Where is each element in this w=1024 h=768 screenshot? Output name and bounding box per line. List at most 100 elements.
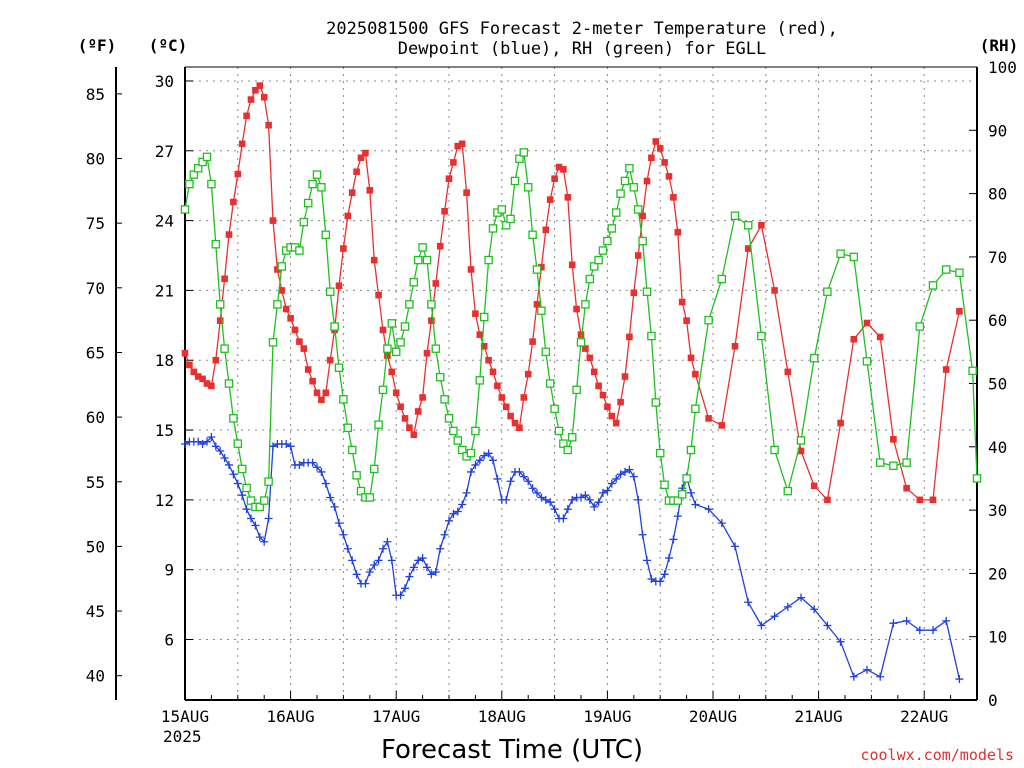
- dewpoint-point: [849, 672, 858, 681]
- dewpoint-point: [660, 570, 669, 579]
- celsius-tick-label: 9: [164, 561, 174, 580]
- rh-point: [537, 306, 546, 315]
- temperature-point: [784, 368, 792, 376]
- rh-tick-label: 40: [988, 438, 1007, 457]
- rh-point: [545, 379, 555, 388]
- temperature-point: [573, 305, 580, 313]
- temperature-point: [392, 389, 400, 397]
- celsius-tick-label: 21: [155, 281, 174, 300]
- temperature-point: [335, 282, 343, 290]
- dewpoint-point: [625, 465, 634, 474]
- rh-point: [347, 445, 357, 455]
- rh-point: [242, 483, 251, 493]
- rh-point: [972, 474, 982, 483]
- temperature-point: [674, 228, 682, 236]
- temperature-point: [480, 342, 488, 350]
- temperature-point: [278, 287, 286, 294]
- temperature-point: [357, 154, 365, 162]
- rh-point: [312, 170, 322, 179]
- celsius-tick-label: 18: [155, 351, 174, 370]
- rh-point: [673, 496, 683, 505]
- temperature-point: [225, 231, 233, 238]
- rh-point: [418, 243, 427, 252]
- temperature-point: [414, 408, 422, 415]
- rh-point: [405, 300, 414, 309]
- dewpoint-point: [603, 486, 612, 495]
- temperature-point: [190, 368, 198, 376]
- rh-point: [343, 423, 353, 433]
- dewpoint-point: [427, 570, 436, 579]
- dewpoint-point: [656, 577, 665, 586]
- temperature-point: [656, 145, 664, 152]
- temperature-point: [617, 398, 624, 406]
- dewpoint-point: [691, 500, 700, 509]
- rh-point: [532, 265, 542, 274]
- temperature-point: [287, 315, 294, 322]
- temperature-point: [428, 317, 435, 324]
- fahrenheit-tick-label: 65: [86, 343, 105, 362]
- temperature-point: [890, 436, 897, 443]
- temperature-point: [560, 166, 567, 173]
- rh-point: [224, 379, 234, 388]
- temperature-point: [643, 177, 651, 185]
- dewpoint-point: [955, 675, 964, 684]
- rh-point: [559, 439, 568, 448]
- dewpoint-point: [577, 493, 585, 502]
- temperature-point: [876, 333, 884, 341]
- temperature-point: [243, 112, 250, 120]
- chart-title-line-1: 2025081500 GFS Forecast 2-meter Temperat…: [326, 19, 838, 39]
- temperature-point: [718, 422, 726, 429]
- temperature-point: [546, 196, 554, 203]
- rh-point: [383, 344, 392, 353]
- dewpoint-point: [484, 449, 493, 458]
- rh-tick-label: 70: [988, 248, 1007, 267]
- temperature-point: [648, 154, 655, 162]
- temperature-point: [348, 189, 356, 196]
- rh-line: [184, 150, 978, 508]
- dewpoint-point: [401, 584, 409, 593]
- temperature-point: [502, 403, 510, 411]
- dewpoint-point: [502, 495, 511, 504]
- rh-point: [229, 414, 238, 423]
- rh-point: [202, 152, 212, 162]
- dewpoint-point: [335, 519, 343, 528]
- rh-point: [554, 426, 564, 436]
- temperature-point: [463, 189, 470, 196]
- dewpoint-point: [902, 616, 911, 625]
- temperature-point: [582, 345, 589, 352]
- rh-point: [572, 385, 581, 395]
- chart-title-line-2: Dewpoint (blue), RH (green) for EGLL: [398, 39, 766, 59]
- rh-point: [400, 322, 410, 331]
- temperature-point: [731, 342, 739, 350]
- rh-point: [268, 338, 278, 347]
- temperature-point: [590, 368, 598, 376]
- rh-point: [255, 502, 265, 512]
- dewpoint-point: [247, 514, 255, 523]
- temperature-point: [291, 326, 299, 334]
- rh-point: [233, 439, 243, 448]
- dewpoint-point: [757, 621, 766, 630]
- temperature-point: [406, 424, 413, 432]
- dewpoint-point: [744, 598, 753, 607]
- temperature-point: [810, 482, 818, 490]
- dewpoint-point: [480, 451, 489, 460]
- rh-point: [453, 436, 463, 445]
- rh-point: [620, 176, 630, 186]
- temperature-point: [322, 389, 330, 397]
- rh-point: [369, 464, 379, 474]
- dewpoint-point: [216, 446, 225, 455]
- series-layer: [180, 82, 982, 684]
- rh-point: [625, 164, 634, 173]
- rh-point: [185, 179, 194, 189]
- dewpoint-point: [612, 474, 621, 483]
- rh-point: [928, 281, 938, 290]
- rh-point: [299, 217, 309, 227]
- dewpoint-point: [621, 467, 629, 476]
- temperature-point: [436, 242, 444, 250]
- temperature-point: [208, 382, 215, 390]
- rh-point: [686, 445, 696, 455]
- temperature-point: [564, 194, 572, 201]
- dewpoint-point: [352, 570, 361, 579]
- temperature-point: [379, 326, 387, 334]
- temperature-point: [744, 245, 752, 252]
